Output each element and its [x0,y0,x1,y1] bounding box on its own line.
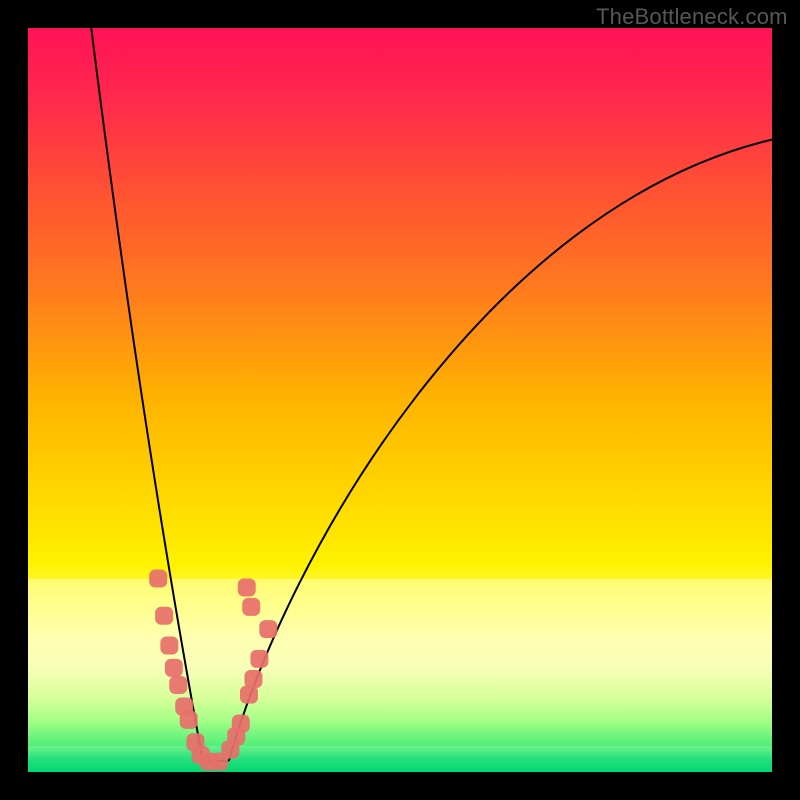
data-marker [169,676,187,694]
plot-area [28,28,772,772]
data-marker [259,620,277,638]
data-marker [240,686,258,704]
data-marker [232,715,250,733]
watermark-text: TheBottleneck.com [596,4,788,30]
data-marker [238,578,256,596]
data-marker [160,637,178,655]
data-marker [165,659,183,677]
curve-right-branch [229,140,772,761]
curve-left-branch [91,28,203,761]
figure-frame: TheBottleneck.com [0,0,800,800]
data-marker [242,598,260,616]
bottleneck-curve [28,28,772,772]
data-marker [149,570,167,588]
data-marker [155,607,173,625]
data-marker [180,711,198,729]
data-marker [250,650,268,668]
data-marker [244,670,262,688]
